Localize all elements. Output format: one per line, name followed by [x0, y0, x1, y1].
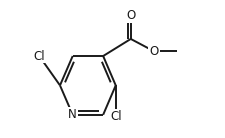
Text: N: N — [68, 108, 77, 121]
Text: Cl: Cl — [109, 110, 121, 123]
Text: O: O — [126, 9, 135, 22]
Text: Cl: Cl — [33, 50, 45, 63]
Text: O: O — [149, 45, 158, 58]
